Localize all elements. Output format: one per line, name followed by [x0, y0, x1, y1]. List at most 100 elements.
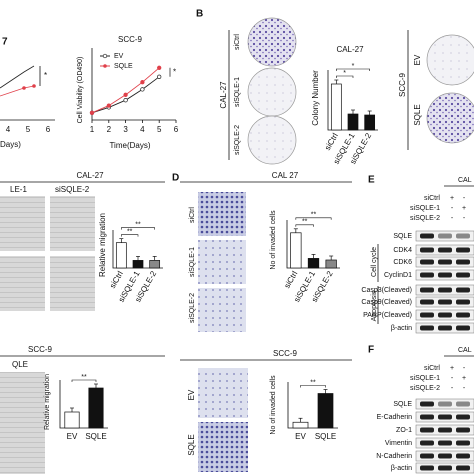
blot-band	[456, 259, 470, 265]
invasion-image	[198, 240, 246, 284]
treatment-label: siSQLE-2	[410, 215, 440, 222]
blot-band	[438, 465, 452, 471]
blot-band	[456, 401, 470, 407]
data-point	[157, 74, 162, 79]
bar	[325, 259, 337, 269]
bar	[330, 83, 342, 131]
wound-image	[50, 196, 95, 251]
data-point	[123, 98, 128, 103]
data-point	[140, 87, 145, 92]
bracket	[336, 68, 370, 71]
y-axis-label: Cell Viability (OD490)	[77, 57, 84, 124]
blot-band	[456, 440, 470, 446]
marker	[22, 86, 26, 90]
blot-band	[438, 427, 452, 433]
x-tick-label: siCtrl	[108, 269, 125, 289]
bar	[364, 114, 376, 131]
bracket	[336, 75, 354, 78]
wound-image	[0, 196, 45, 251]
blot-band	[420, 287, 434, 293]
y-axis-label: Relative migration	[44, 374, 51, 430]
significance: **	[127, 229, 133, 236]
data-point	[89, 110, 95, 115]
significance: **	[302, 219, 308, 226]
blot-row-label: Vimentin	[385, 440, 412, 447]
panel-label: F	[368, 345, 374, 356]
treatment-sign: -	[463, 385, 466, 392]
blot-band	[456, 299, 470, 305]
y-axis-label: No of invaded cells	[270, 210, 277, 270]
blot-row-label: β-actin	[391, 465, 412, 472]
x-tick-label: 5	[157, 125, 162, 134]
cell-line-label: SCC-9	[398, 72, 407, 97]
blot-row-label: ZO-1	[396, 427, 412, 434]
significance: *	[44, 71, 47, 80]
section-title: CAL-27	[76, 171, 104, 180]
blot-row-label: β-actin	[391, 325, 412, 332]
column-label: LE-1	[10, 185, 27, 194]
bar	[64, 411, 80, 429]
axis	[286, 220, 340, 269]
treatment-label: siSQLE-1	[410, 205, 440, 212]
blot-band	[438, 259, 452, 265]
section-title: CAL 27	[272, 171, 299, 180]
group-label: Apoptosis	[371, 290, 378, 321]
blot-band	[456, 414, 470, 420]
data-point	[106, 103, 111, 108]
bar	[307, 258, 320, 269]
significance: **	[311, 212, 317, 219]
panel-b: B CAL-27 siCtrl siSQLE-1 siSQLE-2 CAL-27…	[196, 9, 474, 165]
blot-band	[456, 247, 470, 253]
colony-dish	[426, 92, 474, 144]
blot-band	[420, 401, 434, 407]
blot-band	[438, 299, 452, 305]
blot-band	[438, 233, 452, 239]
treatment-sign: +	[462, 375, 466, 382]
blot-band	[420, 427, 434, 433]
x-tick-label: 4	[6, 125, 11, 134]
blot-row-label: N-Cadherin	[376, 453, 412, 460]
blot-band	[438, 440, 452, 446]
panel-a-line-chart: SCC-9 Cell Viability (OD490) EV SQLE Tim…	[77, 35, 151, 150]
group-label: Cell cycle	[371, 247, 378, 277]
significance: *	[352, 63, 355, 70]
bracket	[300, 385, 326, 388]
bar	[347, 113, 359, 131]
panel-d: D CAL 27 siCtrl siSQLE-1 siSQLE-2 No of …	[172, 171, 352, 472]
colony-dish	[247, 67, 297, 117]
blot-band	[438, 247, 452, 253]
blot-row-label: Casp3(Cleaved)	[361, 287, 412, 294]
panel-c: CAL-27 LE-1 siSQLE-2 Relative migration …	[0, 171, 165, 474]
bracket	[121, 234, 139, 237]
marker	[32, 84, 36, 88]
colony-dish	[247, 115, 297, 165]
x-axis-label: Time(Days)	[109, 141, 150, 150]
treatment-sign: -	[451, 205, 454, 212]
bar	[88, 387, 104, 429]
group-label: EV	[413, 54, 422, 65]
treatment-sign: +	[450, 195, 454, 202]
panel-a-fragment: 7 * 4 5 6 Days)	[0, 37, 55, 149]
panel-label: E	[368, 175, 375, 186]
legend-label: SQLE	[114, 63, 133, 70]
bar	[290, 232, 302, 269]
blot-row-label: SQLE	[393, 401, 412, 408]
bar	[317, 393, 334, 429]
x-tick-label: 5	[26, 125, 31, 134]
blot-row-label: PARP(Cleaved)	[363, 312, 412, 319]
curve	[0, 85, 35, 97]
treatment-sign: -	[451, 385, 454, 392]
group-label: siSQLE-1	[234, 77, 241, 107]
significance: **	[81, 374, 87, 381]
x-tick-label: SQLE	[85, 432, 106, 441]
group-label: siCtrl	[234, 34, 241, 50]
cell-line-label: CAL	[458, 177, 472, 184]
colony-dish	[426, 34, 474, 86]
blot-band	[438, 414, 452, 420]
blot-band	[438, 401, 452, 407]
x-tick-label: 2	[107, 125, 112, 134]
blot-band	[456, 312, 470, 318]
legend-label: EV	[114, 53, 124, 60]
treatment-label: siSQLE-2	[410, 385, 440, 392]
blot-band	[420, 247, 434, 253]
